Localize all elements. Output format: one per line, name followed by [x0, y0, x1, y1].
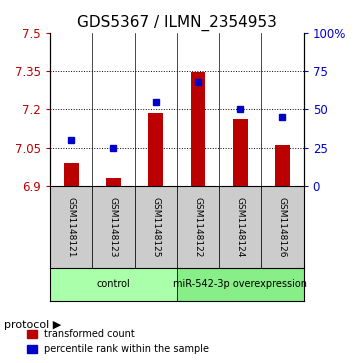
FancyBboxPatch shape [135, 186, 177, 268]
FancyBboxPatch shape [219, 186, 261, 268]
FancyBboxPatch shape [50, 186, 92, 268]
Text: GSM1148122: GSM1148122 [193, 197, 203, 257]
Text: GSM1148125: GSM1148125 [151, 197, 160, 257]
Bar [275, 145, 290, 186]
FancyBboxPatch shape [50, 268, 177, 301]
Text: miR-542-3p overexpression: miR-542-3p overexpression [173, 280, 307, 289]
Text: protocol ▶: protocol ▶ [4, 320, 61, 330]
Bar [64, 163, 79, 186]
Text: GSM1148123: GSM1148123 [109, 197, 118, 257]
Text: GSM1148121: GSM1148121 [67, 197, 76, 257]
Bar [106, 178, 121, 186]
Bar [148, 113, 163, 186]
Title: GDS5367 / ILMN_2354953: GDS5367 / ILMN_2354953 [77, 15, 277, 31]
FancyBboxPatch shape [92, 186, 135, 268]
FancyBboxPatch shape [261, 186, 304, 268]
Legend: transformed count, percentile rank within the sample: transformed count, percentile rank withi… [23, 326, 213, 358]
Text: control: control [96, 280, 130, 289]
Text: GSM1148124: GSM1148124 [236, 197, 245, 257]
Bar [191, 72, 205, 186]
FancyBboxPatch shape [177, 186, 219, 268]
Text: GSM1148126: GSM1148126 [278, 197, 287, 257]
Bar [233, 119, 248, 186]
FancyBboxPatch shape [177, 268, 304, 301]
